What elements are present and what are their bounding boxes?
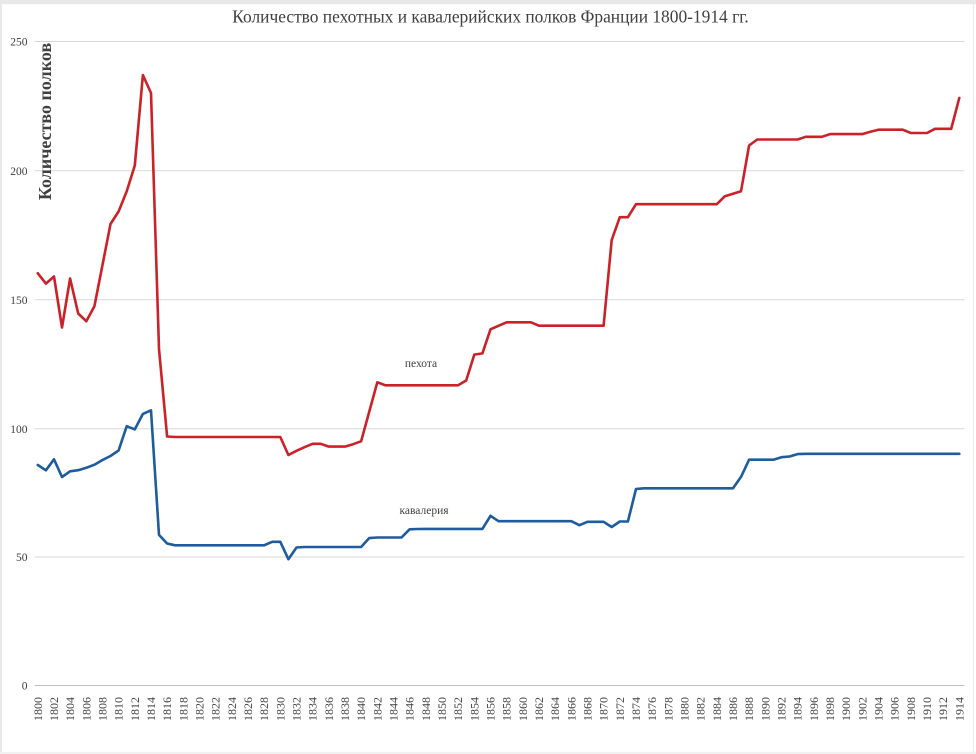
svg-text:Количество полков: Количество полков	[35, 43, 55, 201]
svg-text:250: 250	[10, 37, 28, 49]
svg-text:1846: 1846	[403, 697, 417, 721]
svg-text:1908: 1908	[904, 697, 918, 721]
svg-text:1810: 1810	[112, 697, 126, 721]
svg-text:1842: 1842	[370, 697, 384, 721]
svg-text:1904: 1904	[872, 697, 886, 721]
svg-text:1890: 1890	[758, 697, 772, 721]
svg-text:1866: 1866	[564, 697, 578, 721]
svg-text:1870: 1870	[597, 697, 611, 721]
svg-text:1914: 1914	[952, 697, 966, 721]
svg-text:200: 200	[10, 166, 28, 178]
svg-text:1830: 1830	[273, 697, 287, 721]
svg-text:1898: 1898	[823, 697, 837, 721]
svg-text:1812: 1812	[128, 697, 142, 721]
svg-text:1836: 1836	[322, 697, 336, 721]
svg-text:1822: 1822	[209, 697, 223, 721]
svg-text:1878: 1878	[661, 697, 675, 721]
svg-text:1814: 1814	[144, 697, 158, 721]
svg-text:1808: 1808	[96, 697, 110, 721]
svg-text:1856: 1856	[484, 697, 498, 721]
svg-text:1888: 1888	[742, 697, 756, 721]
svg-text:1850: 1850	[435, 697, 449, 721]
svg-text:1876: 1876	[645, 697, 659, 721]
svg-text:1894: 1894	[791, 697, 805, 721]
svg-text:1872: 1872	[613, 697, 627, 721]
svg-text:1844: 1844	[387, 697, 401, 721]
svg-text:1858: 1858	[500, 697, 514, 721]
svg-text:1910: 1910	[920, 697, 934, 721]
svg-text:кавалерия: кавалерия	[399, 505, 449, 517]
svg-text:1892: 1892	[775, 697, 789, 721]
svg-text:1852: 1852	[451, 697, 465, 721]
svg-text:1828: 1828	[257, 697, 271, 721]
svg-text:1862: 1862	[532, 697, 546, 721]
svg-text:1874: 1874	[629, 697, 643, 721]
svg-text:1900: 1900	[839, 697, 853, 721]
svg-text:1868: 1868	[581, 697, 595, 721]
svg-text:1854: 1854	[467, 697, 481, 721]
svg-text:1884: 1884	[710, 697, 724, 721]
svg-text:0: 0	[22, 681, 28, 693]
svg-text:50: 50	[16, 552, 28, 564]
svg-text:1864: 1864	[548, 697, 562, 721]
svg-text:пехота: пехота	[405, 358, 437, 370]
svg-text:1824: 1824	[225, 697, 239, 721]
svg-text:1820: 1820	[193, 697, 207, 721]
svg-text:1912: 1912	[936, 697, 950, 721]
svg-text:100: 100	[10, 424, 28, 436]
svg-text:1832: 1832	[290, 697, 304, 721]
svg-text:1880: 1880	[678, 697, 692, 721]
svg-text:1834: 1834	[306, 697, 320, 721]
svg-text:1886: 1886	[726, 697, 740, 721]
svg-text:Количество пехотных и кавалери: Количество пехотных и кавалерийских полк…	[232, 7, 748, 27]
svg-text:150: 150	[10, 295, 28, 307]
svg-text:1818: 1818	[176, 697, 190, 721]
svg-text:1800: 1800	[31, 697, 45, 721]
svg-text:1840: 1840	[354, 697, 368, 721]
svg-text:1882: 1882	[694, 697, 708, 721]
svg-text:1906: 1906	[888, 697, 902, 721]
svg-text:1848: 1848	[419, 697, 433, 721]
svg-text:1902: 1902	[855, 697, 869, 721]
svg-text:1860: 1860	[516, 697, 530, 721]
svg-text:1816: 1816	[160, 697, 174, 721]
svg-text:1896: 1896	[807, 697, 821, 721]
svg-text:1838: 1838	[338, 697, 352, 721]
svg-text:1826: 1826	[241, 697, 255, 721]
svg-text:1802: 1802	[47, 697, 61, 721]
svg-text:1806: 1806	[79, 697, 93, 721]
svg-text:1804: 1804	[63, 697, 77, 721]
